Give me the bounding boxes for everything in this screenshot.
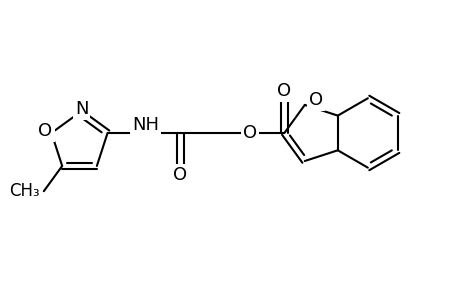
Text: N: N [75,100,88,118]
Text: CH₃: CH₃ [9,182,40,200]
Text: O: O [277,82,291,100]
Text: O: O [242,124,256,142]
Text: O: O [308,91,322,109]
Text: NH: NH [132,116,159,134]
Text: O: O [39,122,52,140]
Text: O: O [173,166,187,184]
